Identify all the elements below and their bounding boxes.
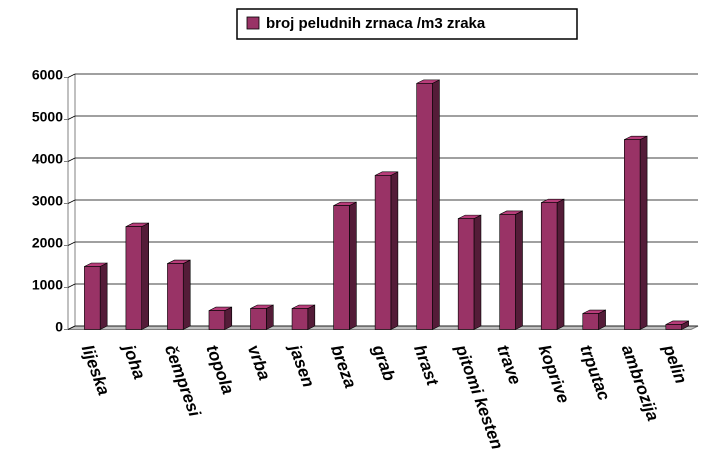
bar-side [390,171,399,330]
x-tick-label: breza [327,342,360,390]
grid-line-side [67,115,76,120]
bar [499,210,523,330]
bar [457,214,482,330]
bar [333,201,357,330]
bar [208,306,233,330]
bar-front [665,324,682,330]
bar-side [639,135,648,330]
y-tick-label: 2000 [32,235,63,251]
x-tick-label: ambrozija [618,342,663,423]
bar-front [125,226,142,330]
bar [125,222,149,330]
x-tick-label: čempresi [161,342,205,420]
bar-side [224,306,233,330]
x-tick-label: pelin [659,341,691,386]
bar-front [167,263,184,330]
x-tick-label: joha [119,341,149,382]
x-tick-label: trave [493,342,525,387]
bar-front [84,266,101,330]
y-tick-label: 1000 [32,277,63,293]
bar [84,262,108,330]
x-tick-label: jasen [285,341,318,390]
x-tick-label: vrba [244,342,274,382]
x-tick-label: grab [368,341,399,383]
x-tick-label: lijeska [78,342,114,397]
grid-line-side [67,241,76,246]
bar-front [499,214,516,330]
bar [167,259,191,330]
bar-side [265,304,274,330]
grid-line-side [67,325,76,330]
y-tick-label: 4000 [32,151,63,167]
bar-side [99,262,108,330]
bar [624,135,648,330]
legend-swatch [246,16,260,30]
bar [416,79,440,330]
grid-line-side [67,199,76,204]
bar-side [141,222,149,330]
legend-box [236,8,578,40]
bar [665,320,689,330]
bar-front [333,205,350,330]
y-tick-label: 5000 [32,109,63,125]
bar-front [457,218,475,330]
bar-side [182,259,191,330]
bar-side [515,210,523,330]
x-tick-label: topola [202,342,237,396]
bar [582,309,606,330]
bar-side [556,198,565,330]
bar [291,304,316,330]
x-tick-label: trputac [576,342,614,403]
grid-line-side [67,283,76,288]
bar-front [540,202,558,330]
y-tick-label: 3000 [32,193,63,209]
bar [374,171,399,330]
bar-front [374,175,392,330]
y-tick-label: 0 [55,319,63,335]
grid-line-side [67,157,76,162]
bar-front [291,308,309,330]
bar-side [473,214,482,330]
bar-front [208,310,226,330]
bar-side [349,201,357,330]
bar-side [307,304,316,330]
bar-front [582,313,599,330]
legend-label: broj peludnih zrnaca /m3 zraka [266,15,486,32]
y-tick-label: 6000 [32,67,63,83]
x-tick-label: koprive [535,342,574,405]
bar-front [250,308,267,330]
bar [250,304,274,330]
bar [540,198,565,330]
x-tick-label: hrast [410,342,443,389]
bar-side [432,79,440,330]
bar-front [624,139,641,330]
bar-front [416,83,433,330]
grid-line-side [67,73,76,78]
